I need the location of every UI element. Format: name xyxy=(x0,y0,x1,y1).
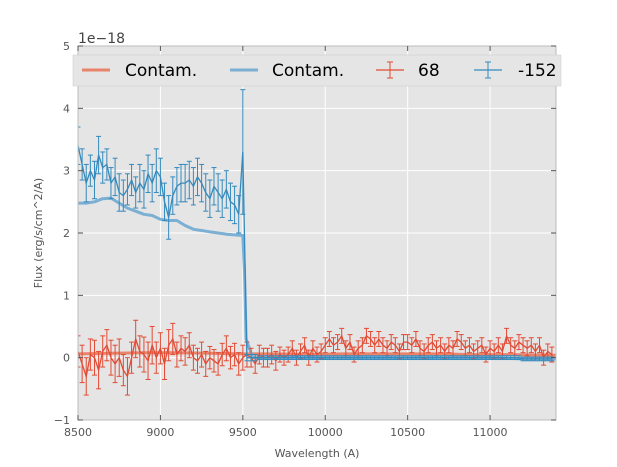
y-axis: −1 0 1 2 3 4 5 xyxy=(54,40,556,427)
legend-label: Contam. xyxy=(272,61,344,81)
y-tick-label: −1 xyxy=(54,414,70,427)
x-tick-label: 8500 xyxy=(64,426,92,439)
series-layer xyxy=(77,45,557,421)
y-axis-label: Flux (erg/s/cm^2/A) xyxy=(32,178,45,288)
data-line xyxy=(78,333,553,379)
x-axis-label: Wavelength (A) xyxy=(275,447,360,460)
y-tick-label: 1 xyxy=(63,289,70,302)
y-tick-label: 4 xyxy=(63,102,70,115)
legend-label: Contam. xyxy=(125,61,197,81)
x-tick-label: 9500 xyxy=(229,426,257,439)
y-tick-label: 2 xyxy=(63,227,70,240)
legend-label: -152 xyxy=(518,61,557,81)
x-axis: 8500 9000 9500 10000 10500 11000 xyxy=(64,46,508,439)
y-tick-label: 3 xyxy=(63,165,70,178)
y-tick-label: 5 xyxy=(63,40,70,53)
series--152 xyxy=(78,89,555,362)
y-offset-label: 1e−18 xyxy=(78,31,125,47)
x-tick-label: 9000 xyxy=(146,426,174,439)
y-tick-label: 0 xyxy=(63,352,70,365)
x-tick-label: 10000 xyxy=(308,426,343,439)
x-tick-label: 11000 xyxy=(473,426,508,439)
data-line xyxy=(78,145,552,360)
legend: Contam. Contam. 68 -152 xyxy=(72,54,562,87)
x-tick-label: 10500 xyxy=(390,426,425,439)
legend-label: 68 xyxy=(418,61,440,81)
series-group xyxy=(78,89,556,396)
